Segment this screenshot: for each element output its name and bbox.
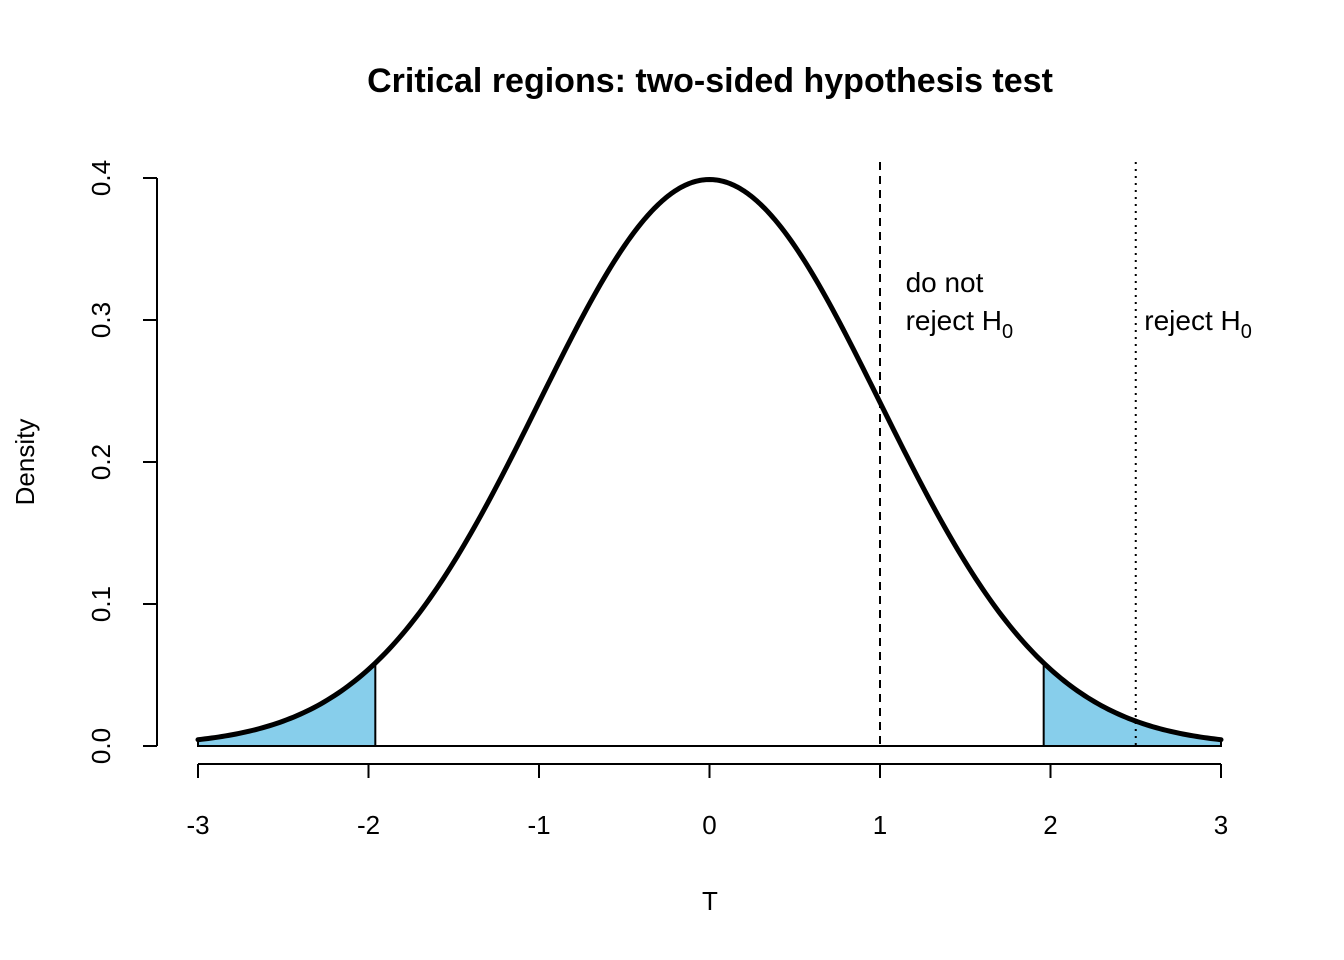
x-axis-label: T xyxy=(702,886,718,916)
annotation-text: do not xyxy=(906,267,984,298)
density-curve-group xyxy=(195,177,1224,743)
x-tick-label: -3 xyxy=(186,810,209,840)
x-tick-label: -1 xyxy=(527,810,550,840)
annotation-subscript: 0 xyxy=(1002,321,1013,343)
annotation-text: reject H0 xyxy=(906,305,1014,343)
y-tick-label: 0.0 xyxy=(86,728,116,764)
annotations: do not reject H0 reject H0 xyxy=(906,267,1252,343)
annotation-subscript: 0 xyxy=(1241,321,1252,343)
y-tick-label: 0.2 xyxy=(86,444,116,480)
x-tick-label: -2 xyxy=(357,810,380,840)
x-tick-label: 3 xyxy=(1214,810,1228,840)
x-tick-label: 1 xyxy=(873,810,887,840)
y-tick-label: 0.4 xyxy=(86,160,116,196)
x-axis: -3 -2 -1 0 1 2 3 xyxy=(186,763,1228,840)
x-tick-label: 2 xyxy=(1043,810,1057,840)
x-tick-label: 0 xyxy=(702,810,716,840)
annotation-text: reject H0 xyxy=(1144,305,1252,343)
y-axis-label: Density xyxy=(10,419,40,506)
y-tick-label: 0.3 xyxy=(86,302,116,338)
y-axis: 0.0 0.1 0.2 0.3 0.4 xyxy=(86,160,158,764)
y-tick-label: 0.1 xyxy=(86,586,116,622)
density-curve xyxy=(195,177,1224,743)
chart-title: Critical regions: two-sided hypothesis t… xyxy=(367,62,1053,100)
shaded-regions xyxy=(197,660,1222,747)
reference-lines xyxy=(879,162,1137,746)
